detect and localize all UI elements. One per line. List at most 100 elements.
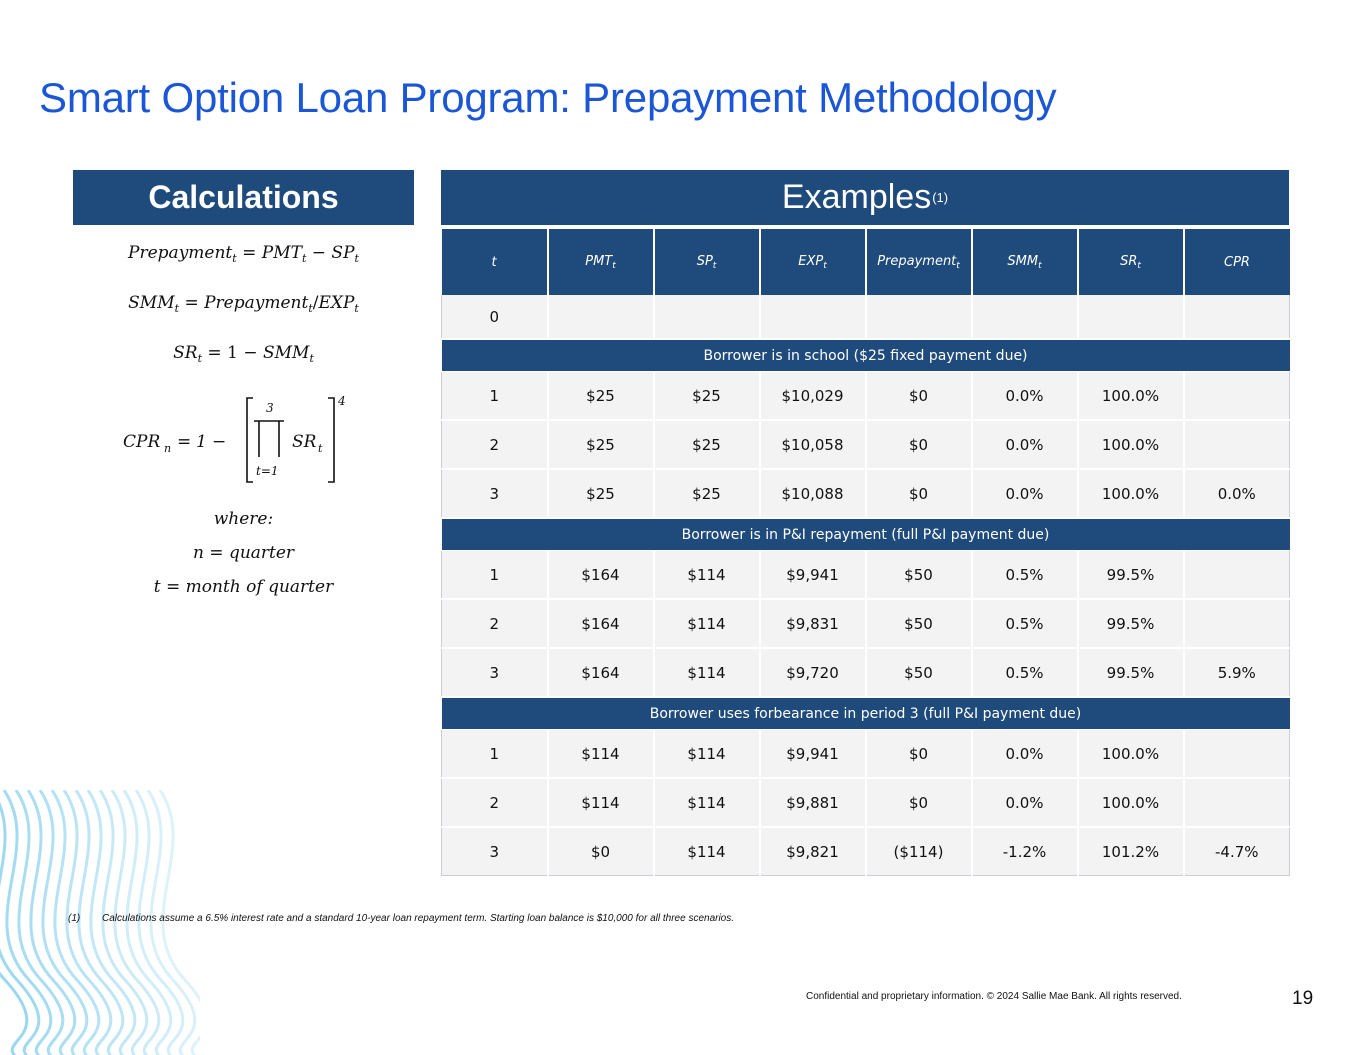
table-cell: $9,831	[759, 599, 867, 649]
wave-line	[0, 801, 41, 1055]
column-header: EXPt	[759, 229, 867, 295]
examples-table: t PMTt SPt EXPt Prepaymentt SMMt SRt CPR 0 Borro…	[441, 229, 1290, 876]
table-cell: $114	[653, 550, 761, 600]
table-row: 2 $25 $25 $10,058 $0 0.0% 100.0%	[441, 420, 1290, 470]
cpr-lhs: CPR	[123, 432, 160, 452]
column-header: t	[441, 229, 549, 295]
table-cell: 0	[441, 295, 549, 340]
calculations-header: Calculations	[73, 170, 414, 225]
page-number: 19	[1292, 988, 1314, 1009]
table-cell: ($114)	[865, 827, 973, 876]
column-header: Prepaymentt	[865, 229, 973, 295]
table-cell	[1183, 729, 1290, 779]
section-header-row: Borrower is in P&I repayment (full P&I p…	[441, 518, 1290, 551]
table-cell: 100.0%	[1077, 420, 1185, 470]
section-title: Borrower uses forbearance in period 3 (f…	[441, 697, 1290, 730]
table-cell: 0.0%	[971, 420, 1079, 470]
footnote: (1) Calculations assume a 6.5% interest r…	[68, 913, 735, 924]
wave-line	[0, 971, 29, 1055]
svg-text:t: t	[318, 442, 323, 455]
table-cell: 3	[441, 469, 549, 519]
table-cell: 0.0%	[971, 371, 1079, 421]
formula-cpr: CPR n = 1 − 3 t=1 SR t 4	[73, 395, 414, 485]
table-row: 3 $0 $114 $9,821 ($114) -1.2% 101.2% -4.7%	[441, 827, 1290, 876]
table-cell	[653, 295, 761, 340]
table-cell: $114	[653, 599, 761, 649]
table-cell: 3	[441, 648, 549, 698]
table-cell: $25	[653, 469, 761, 519]
table-cell: $164	[547, 648, 655, 698]
table-cell: $0	[865, 371, 973, 421]
table-cell: 100.0%	[1077, 778, 1185, 828]
table-cell	[1183, 371, 1290, 421]
table-cell: $164	[547, 550, 655, 600]
column-header: CPR	[1183, 229, 1290, 295]
column-header: SMMt	[971, 229, 1079, 295]
table-cell: 2	[441, 778, 549, 828]
table-cell	[1077, 295, 1185, 340]
table-cell: $9,881	[759, 778, 867, 828]
table-cell: 1	[441, 550, 549, 600]
table-cell: $10,088	[759, 469, 867, 519]
where-label: where:	[213, 509, 274, 529]
examples-header: Examples (1)	[441, 170, 1289, 225]
table-row: 1 $25 $25 $10,029 $0 0.0% 100.0%	[441, 371, 1290, 421]
table-row: 3 $164 $114 $9,720 $50 0.5% 99.5% 5.9%	[441, 648, 1290, 698]
table-cell	[1183, 599, 1290, 649]
product-lower: t=1	[256, 464, 279, 478]
table-cell: 1	[441, 729, 549, 779]
table-cell: 99.5%	[1077, 599, 1185, 649]
wave-line	[134, 790, 185, 1055]
table-cell: $25	[547, 469, 655, 519]
table-cell: $10,029	[759, 371, 867, 421]
table-cell: $50	[865, 648, 973, 698]
table-cell: -1.2%	[971, 827, 1079, 876]
left-bracket	[246, 397, 253, 483]
column-header: PMTt	[547, 229, 655, 295]
table-cell: -4.7%	[1183, 827, 1290, 876]
table-cell: $0	[865, 469, 973, 519]
product-symbol	[254, 420, 284, 457]
table-cell: 3	[441, 827, 549, 876]
wave-line	[62, 790, 113, 1055]
table-cell: $114	[653, 778, 761, 828]
table-cell: $9,941	[759, 550, 867, 600]
table-cell: $0	[865, 420, 973, 470]
table-header-row: t PMTt SPt EXPt Prepaymentt SMMt SRt CPR	[441, 229, 1290, 295]
svg-text:=: =	[177, 432, 191, 452]
wave-line	[98, 790, 149, 1055]
wave-line	[38, 790, 89, 1055]
table-cell: $0	[865, 729, 973, 779]
table-cell: 0.5%	[971, 550, 1079, 600]
table-cell: $114	[547, 778, 655, 828]
table-row: 1 $164 $114 $9,941 $50 0.5% 99.5%	[441, 550, 1290, 600]
table-cell: 0.0%	[1183, 469, 1290, 519]
table-row: 2 $164 $114 $9,831 $50 0.5% 99.5%	[441, 599, 1290, 649]
decorative-wave-graphic	[0, 790, 200, 1055]
table-cell: 2	[441, 420, 549, 470]
formula-sr: SRt = 1 − SMMt	[173, 343, 314, 365]
table-cell: 101.2%	[1077, 827, 1185, 876]
wave-line	[110, 790, 161, 1055]
table-row: 3 $25 $25 $10,088 $0 0.0% 100.0% 0.0%	[441, 469, 1290, 519]
table-cell: $25	[547, 371, 655, 421]
table-cell: $114	[547, 729, 655, 779]
table-cell: $114	[653, 648, 761, 698]
table-cell: 1	[441, 371, 549, 421]
table-cell: $0	[547, 827, 655, 876]
table-cell: 0.0%	[971, 729, 1079, 779]
table-row: 0	[441, 295, 1290, 340]
cpr-sub: n	[164, 442, 171, 455]
wave-line	[158, 790, 200, 1055]
table-cell: $0	[865, 778, 973, 828]
wave-line	[50, 790, 101, 1055]
table-cell	[547, 295, 655, 340]
table-cell	[1183, 550, 1290, 600]
cpr-exponent: 4	[337, 395, 346, 408]
table-cell	[759, 295, 867, 340]
section-title: Borrower is in school ($25 fixed payment…	[441, 339, 1290, 372]
column-header: SPt	[653, 229, 761, 295]
table-cell	[971, 295, 1079, 340]
table-cell: 100.0%	[1077, 729, 1185, 779]
wave-line	[26, 790, 77, 1055]
